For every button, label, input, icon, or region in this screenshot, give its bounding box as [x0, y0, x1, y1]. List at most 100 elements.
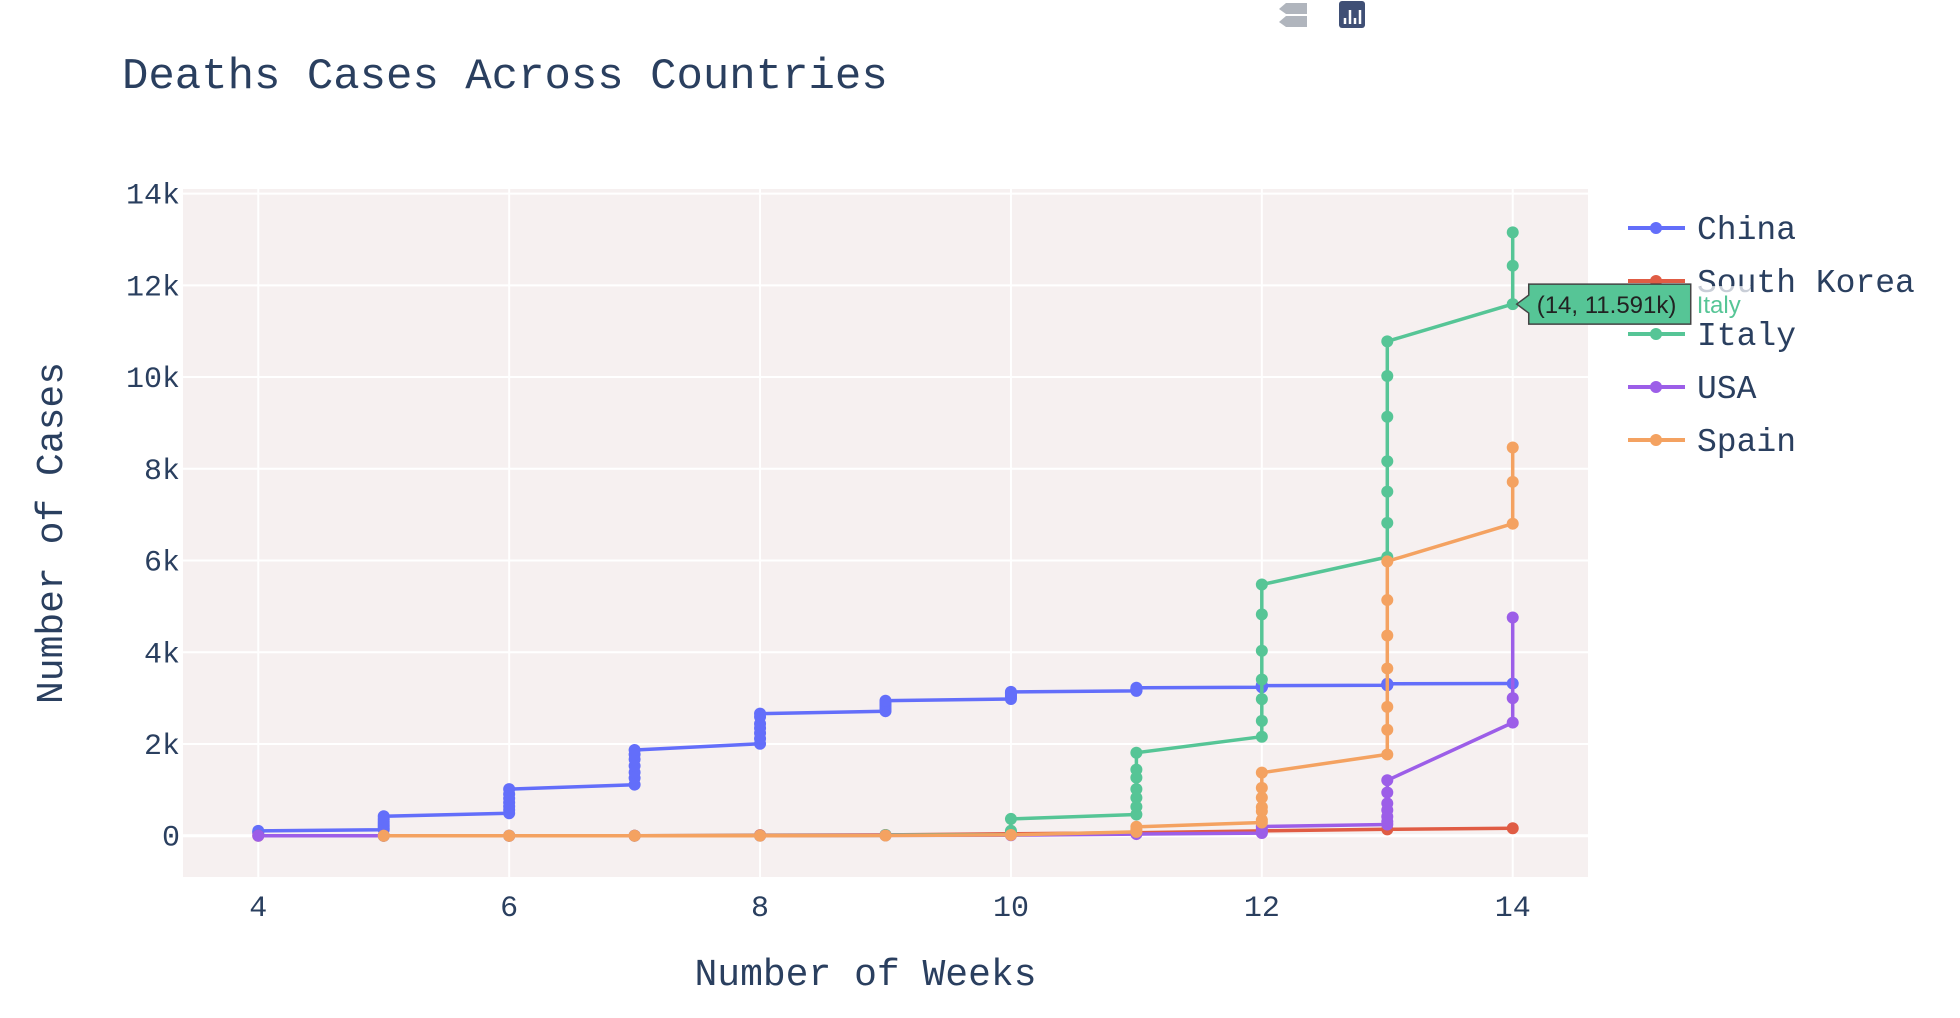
- data-point-italy[interactable]: [1381, 410, 1394, 423]
- data-point-italy[interactable]: [1130, 763, 1143, 776]
- data-point-china[interactable]: [1130, 681, 1143, 694]
- legend-item-spain[interactable]: Spain: [1628, 424, 1796, 461]
- data-point-spain[interactable]: [1381, 594, 1394, 607]
- data-point-italy[interactable]: [1381, 485, 1394, 498]
- x-tick-label: 6: [500, 892, 518, 926]
- x-tick-label: 8: [751, 892, 769, 926]
- tooltip-box: [1515, 283, 1692, 325]
- data-point-south-korea[interactable]: [1506, 822, 1519, 835]
- data-point-spain[interactable]: [1381, 723, 1394, 736]
- data-point-china[interactable]: [879, 694, 892, 707]
- data-point-usa[interactable]: [1506, 611, 1519, 624]
- data-point-italy[interactable]: [1255, 714, 1268, 727]
- legend-item-south-korea[interactable]: South Korea: [1628, 265, 1915, 302]
- data-point-spain[interactable]: [879, 829, 892, 842]
- data-point-usa[interactable]: [1506, 692, 1519, 705]
- legend-item-italy[interactable]: Italy: [1628, 318, 1796, 355]
- x-tick-label: 10: [993, 892, 1029, 926]
- data-point-usa[interactable]: [1381, 786, 1394, 799]
- legend-marker: [1650, 381, 1662, 393]
- y-tick-label: 12k: [126, 271, 180, 305]
- x-axis-label: Number of Weeks: [694, 954, 1036, 997]
- y-tick-label: 4k: [144, 638, 180, 672]
- plotly-logo-icon[interactable]: [1339, 1, 1365, 28]
- legend-label: Spain: [1697, 424, 1796, 461]
- tooltip-value: (14, 11.591k): [1537, 292, 1677, 319]
- data-point-italy[interactable]: [1130, 791, 1143, 804]
- legend-marker: [1650, 328, 1662, 340]
- data-point-china[interactable]: [377, 810, 390, 823]
- data-point-spain[interactable]: [754, 829, 767, 842]
- data-point-italy[interactable]: [1381, 455, 1394, 468]
- y-tick-label: 10k: [126, 363, 180, 397]
- tooltip-series-name: Italy: [1697, 292, 1741, 319]
- data-point-spain[interactable]: [1255, 766, 1268, 779]
- y-axis-label: Number of Cases: [31, 362, 74, 704]
- x-tick-label: 4: [249, 892, 267, 926]
- data-point-usa[interactable]: [252, 829, 265, 842]
- data-point-spain[interactable]: [1381, 700, 1394, 713]
- data-point-italy[interactable]: [1130, 800, 1143, 813]
- data-point-china[interactable]: [503, 783, 516, 796]
- data-point-italy[interactable]: [1506, 298, 1519, 311]
- data-point-italy[interactable]: [1255, 578, 1268, 591]
- series-spain: [377, 441, 1519, 842]
- legend-marker: [1650, 222, 1662, 234]
- data-point-spain[interactable]: [1381, 629, 1394, 642]
- data-point-spain[interactable]: [377, 829, 390, 842]
- data-point-italy[interactable]: [1130, 783, 1143, 796]
- y-tick-label: 0: [162, 822, 180, 856]
- data-point-spain[interactable]: [1381, 555, 1394, 568]
- data-point-italy[interactable]: [1004, 812, 1017, 825]
- y-tick-label: 6k: [144, 547, 180, 581]
- tooltip-name-bg: [1692, 286, 1751, 323]
- data-point-spain[interactable]: [1381, 748, 1394, 761]
- data-point-china[interactable]: [1004, 685, 1017, 698]
- data-point-usa[interactable]: [1381, 774, 1394, 787]
- x-tick-label: 12: [1244, 892, 1280, 926]
- data-point-italy[interactable]: [1255, 693, 1268, 706]
- data-point-spain[interactable]: [1255, 781, 1268, 794]
- data-point-italy[interactable]: [1506, 259, 1519, 272]
- data-point-spain[interactable]: [1130, 820, 1143, 833]
- data-point-spain[interactable]: [1506, 441, 1519, 454]
- data-point-spain[interactable]: [1004, 828, 1017, 841]
- chart-title: Deaths Cases Across Countries: [122, 52, 888, 102]
- data-point-spain[interactable]: [1381, 662, 1394, 675]
- y-tick-label: 14k: [126, 180, 180, 214]
- hover-compare-icon[interactable]: [1279, 3, 1307, 27]
- data-point-spain[interactable]: [1506, 475, 1519, 488]
- x-tick-label: 14: [1495, 892, 1531, 926]
- legend-label: USA: [1697, 371, 1757, 408]
- legend-label: China: [1697, 212, 1796, 249]
- legend-label: Italy: [1697, 318, 1796, 355]
- data-point-spain[interactable]: [1255, 801, 1268, 814]
- data-point-spain[interactable]: [1255, 814, 1268, 827]
- y-tick-label: 2k: [144, 730, 180, 764]
- data-point-spain[interactable]: [503, 829, 516, 842]
- data-point-spain[interactable]: [1255, 791, 1268, 804]
- data-point-china[interactable]: [628, 744, 641, 757]
- data-point-china[interactable]: [754, 707, 767, 720]
- data-point-usa[interactable]: [1506, 716, 1519, 729]
- data-point-usa[interactable]: [1381, 797, 1394, 810]
- data-point-italy[interactable]: [1255, 673, 1268, 686]
- data-point-italy[interactable]: [1255, 608, 1268, 621]
- data-point-italy[interactable]: [1506, 226, 1519, 239]
- legend-item-china[interactable]: China: [1628, 212, 1796, 249]
- plot-area: [183, 189, 1588, 877]
- data-point-italy[interactable]: [1381, 335, 1394, 348]
- data-point-spain[interactable]: [628, 829, 641, 842]
- data-point-italy[interactable]: [1255, 644, 1268, 657]
- legend-item-usa[interactable]: USA: [1628, 371, 1757, 408]
- y-tick-label: 8k: [144, 455, 180, 489]
- hover-tooltip: (14, 11.591k) Italy: [1515, 283, 1751, 325]
- data-point-italy[interactable]: [1130, 746, 1143, 759]
- data-point-italy[interactable]: [1255, 730, 1268, 743]
- data-point-italy[interactable]: [1381, 516, 1394, 529]
- legend-marker: [1650, 434, 1662, 446]
- data-point-spain[interactable]: [1506, 517, 1519, 530]
- data-point-italy[interactable]: [1381, 369, 1394, 382]
